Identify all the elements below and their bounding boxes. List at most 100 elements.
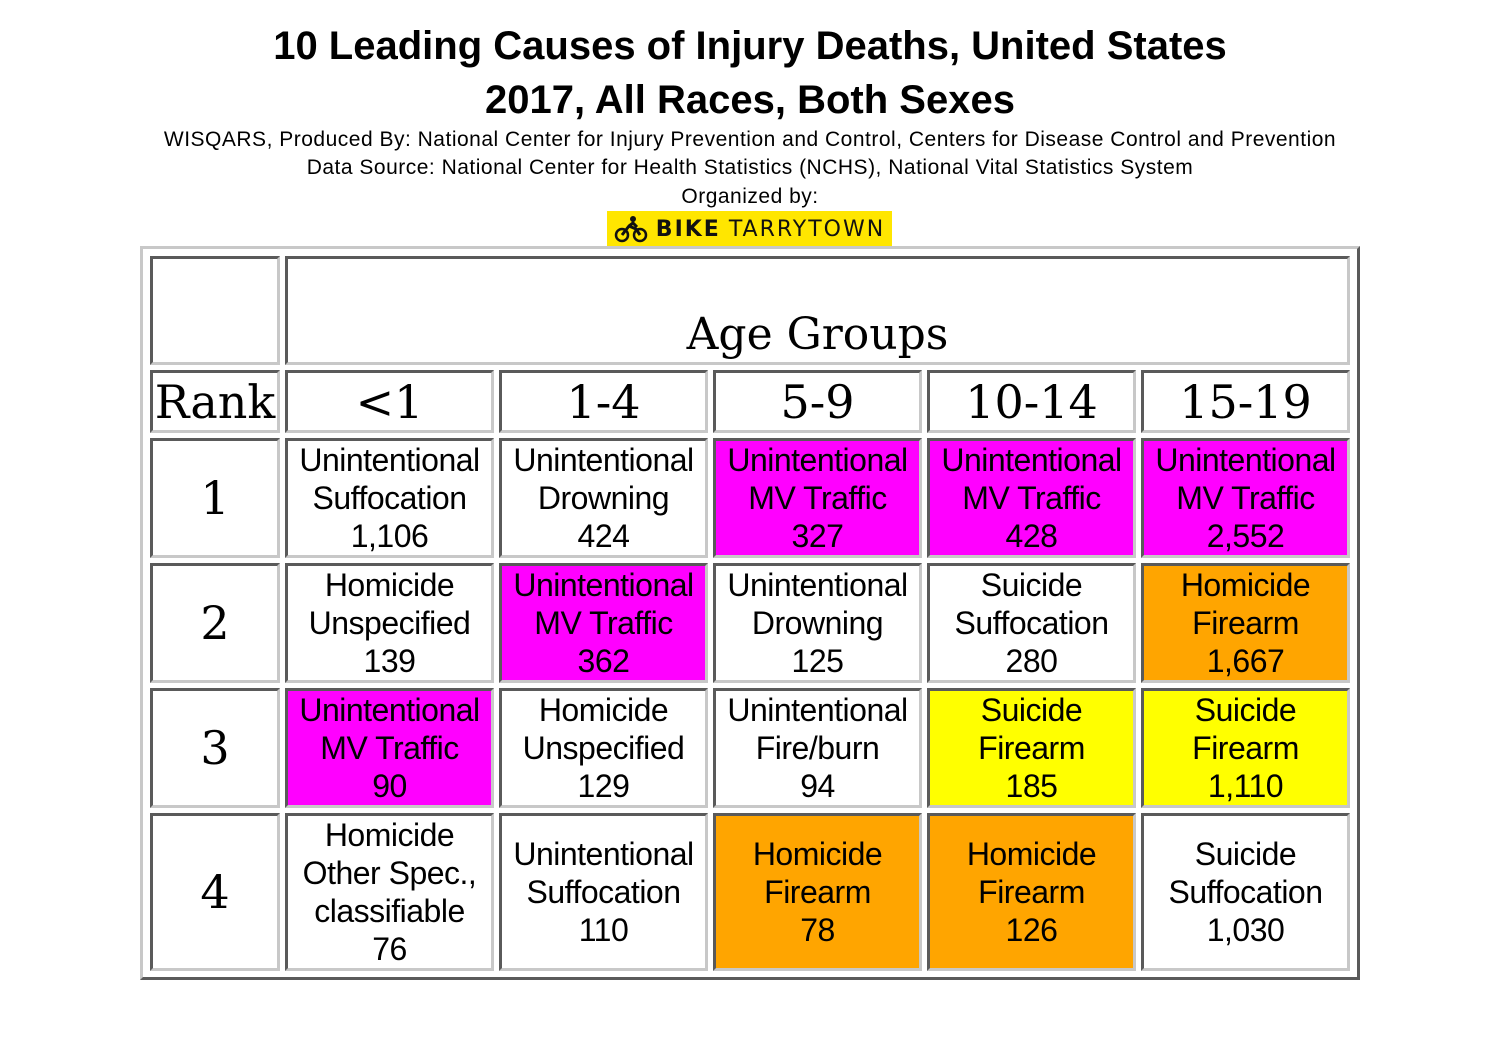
cause-cell: Suicide Firearm 185 (927, 688, 1136, 808)
cause-label: Suffocation (954, 605, 1109, 641)
age-group-header: 5-9 (713, 370, 922, 433)
age-group-header: 15-19 (1141, 370, 1350, 433)
death-count: 78 (800, 912, 835, 948)
cause-label: Unintentional (513, 836, 694, 872)
death-count: 1,110 (1207, 768, 1284, 804)
cause-label: Unintentional (513, 442, 694, 478)
rank-cell: 1 (150, 438, 280, 558)
cause-label: Unintentional (513, 567, 694, 603)
cause-label: Firearm (1192, 730, 1299, 766)
cause-cell: Unintentional MV Traffic 90 (285, 688, 494, 808)
logo-tarrytown-text: TARRYTOWN (728, 216, 886, 242)
death-count: 1,030 (1206, 912, 1285, 948)
cause-label: Firearm (978, 874, 1085, 910)
cause-label: Homicide (538, 692, 669, 728)
cause-label: Homicide (966, 836, 1097, 872)
cause-label: Unintentional (299, 692, 480, 728)
death-count: 428 (1005, 518, 1058, 554)
cause-label: Suicide (980, 692, 1083, 728)
cause-label: Suicide (1194, 836, 1297, 872)
cause-label: classifiable (314, 893, 465, 929)
cause-label: Suffocation (312, 480, 467, 516)
cause-label: Homicide (752, 836, 883, 872)
death-count: 125 (791, 643, 844, 679)
cause-label: Unintentional (727, 442, 908, 478)
cause-label: MV Traffic (1176, 480, 1315, 516)
cause-label: MV Traffic (962, 480, 1101, 516)
death-count: 1,667 (1206, 643, 1285, 679)
death-count: 110 (578, 912, 629, 948)
death-count: 2,552 (1206, 518, 1285, 554)
cause-label: Firearm (764, 874, 871, 910)
rank-cell: 2 (150, 563, 280, 683)
table-row: 4 Homicide Other Spec., classifiable 76 Unint… (150, 813, 1350, 971)
cause-label: Suicide (1194, 692, 1297, 728)
cause-label: Fire/burn (755, 730, 880, 766)
table-row: 2 Homicide Unspecified 139 Unintentional MV T… (150, 563, 1350, 683)
cause-label: Suffocation (526, 874, 681, 910)
biketarrytown-logo: BIKE TARRYTOWN (607, 211, 892, 247)
organized-by-label: Organized by: (681, 185, 819, 208)
cause-label: Firearm (978, 730, 1085, 766)
age-groups-header: Age Groups (285, 256, 1350, 365)
cause-label: Other Spec., (302, 855, 477, 891)
death-count: 185 (1005, 768, 1058, 804)
cause-cell: Homicide Firearm 126 (927, 813, 1136, 971)
death-count: 76 (372, 931, 407, 967)
injury-deaths-table: Age Groups Rank <1 1-4 5-9 10-14 15-19 1 Unin… (145, 251, 1355, 976)
cause-cell: Homicide Firearm 78 (713, 813, 922, 971)
rank-cell: 4 (150, 813, 280, 971)
death-count: 424 (577, 518, 630, 554)
cause-cell: Suicide Suffocation 1,030 (1141, 813, 1350, 971)
rank-header: Rank (150, 370, 280, 433)
cause-label: Suicide (980, 567, 1083, 603)
cause-cell: Homicide Other Spec., classifiable 76 (285, 813, 494, 971)
cause-label: Drowning (537, 480, 670, 516)
cause-cell: Unintentional Drowning 424 (499, 438, 708, 558)
page-subtitle: 2017, All Races, Both Sexes (485, 78, 1015, 122)
cause-label: Unintentional (941, 442, 1122, 478)
cause-label: Homicide (324, 817, 455, 853)
data-source-credit: Data Source: National Center for Health … (306, 156, 1194, 179)
death-count: 280 (1005, 643, 1058, 679)
cause-cell: Suicide Firearm 1,110 (1141, 688, 1350, 808)
death-count: 327 (791, 518, 844, 554)
cause-label: Unintentional (1155, 442, 1336, 478)
page-title: 10 Leading Causes of Injury Deaths, Unit… (273, 24, 1227, 68)
age-group-header: 10-14 (927, 370, 1136, 433)
death-count: 126 (1005, 912, 1058, 948)
cause-label: Unintentional (727, 567, 908, 603)
cause-label: Homicide (324, 567, 455, 603)
cause-label: Homicide (1180, 567, 1311, 603)
death-count: 90 (372, 768, 407, 804)
cause-cell: Homicide Unspecified 139 (285, 563, 494, 683)
cause-cell: Unintentional MV Traffic 428 (927, 438, 1136, 558)
cause-cell: Homicide Firearm 1,667 (1141, 563, 1350, 683)
death-count: 129 (577, 768, 630, 804)
cause-label: Unspecified (308, 605, 471, 641)
cause-cell: Suicide Suffocation 280 (927, 563, 1136, 683)
cause-label: Unintentional (299, 442, 480, 478)
cause-label: Unintentional (727, 692, 908, 728)
cause-label: Firearm (1192, 605, 1299, 641)
cause-cell: Unintentional MV Traffic 327 (713, 438, 922, 558)
table-row: 1 Unintentional Suffocation 1,106 Unintentio… (150, 438, 1350, 558)
cause-cell: Unintentional MV Traffic 2,552 (1141, 438, 1350, 558)
table-row: 3 Unintentional MV Traffic 90 Homicide Unspec… (150, 688, 1350, 808)
cyclist-icon (614, 216, 648, 243)
cause-cell: Unintentional Drowning 125 (713, 563, 922, 683)
corner-cell (150, 256, 280, 365)
age-group-header: <1 (285, 370, 494, 433)
cause-label: MV Traffic (534, 605, 673, 641)
cause-label: MV Traffic (748, 480, 887, 516)
cause-cell: Unintentional Suffocation 1,106 (285, 438, 494, 558)
rank-cell: 3 (150, 688, 280, 808)
producer-credit: WISQARS, Produced By: National Center fo… (163, 128, 1337, 151)
cause-label: Unspecified (522, 730, 685, 766)
death-count: 362 (577, 643, 630, 679)
death-count: 1,106 (350, 518, 429, 554)
logo-bike-text: BIKE (655, 216, 721, 242)
cause-label: MV Traffic (320, 730, 459, 766)
death-count: 94 (800, 768, 835, 804)
cause-cell: Homicide Unspecified 129 (499, 688, 708, 808)
